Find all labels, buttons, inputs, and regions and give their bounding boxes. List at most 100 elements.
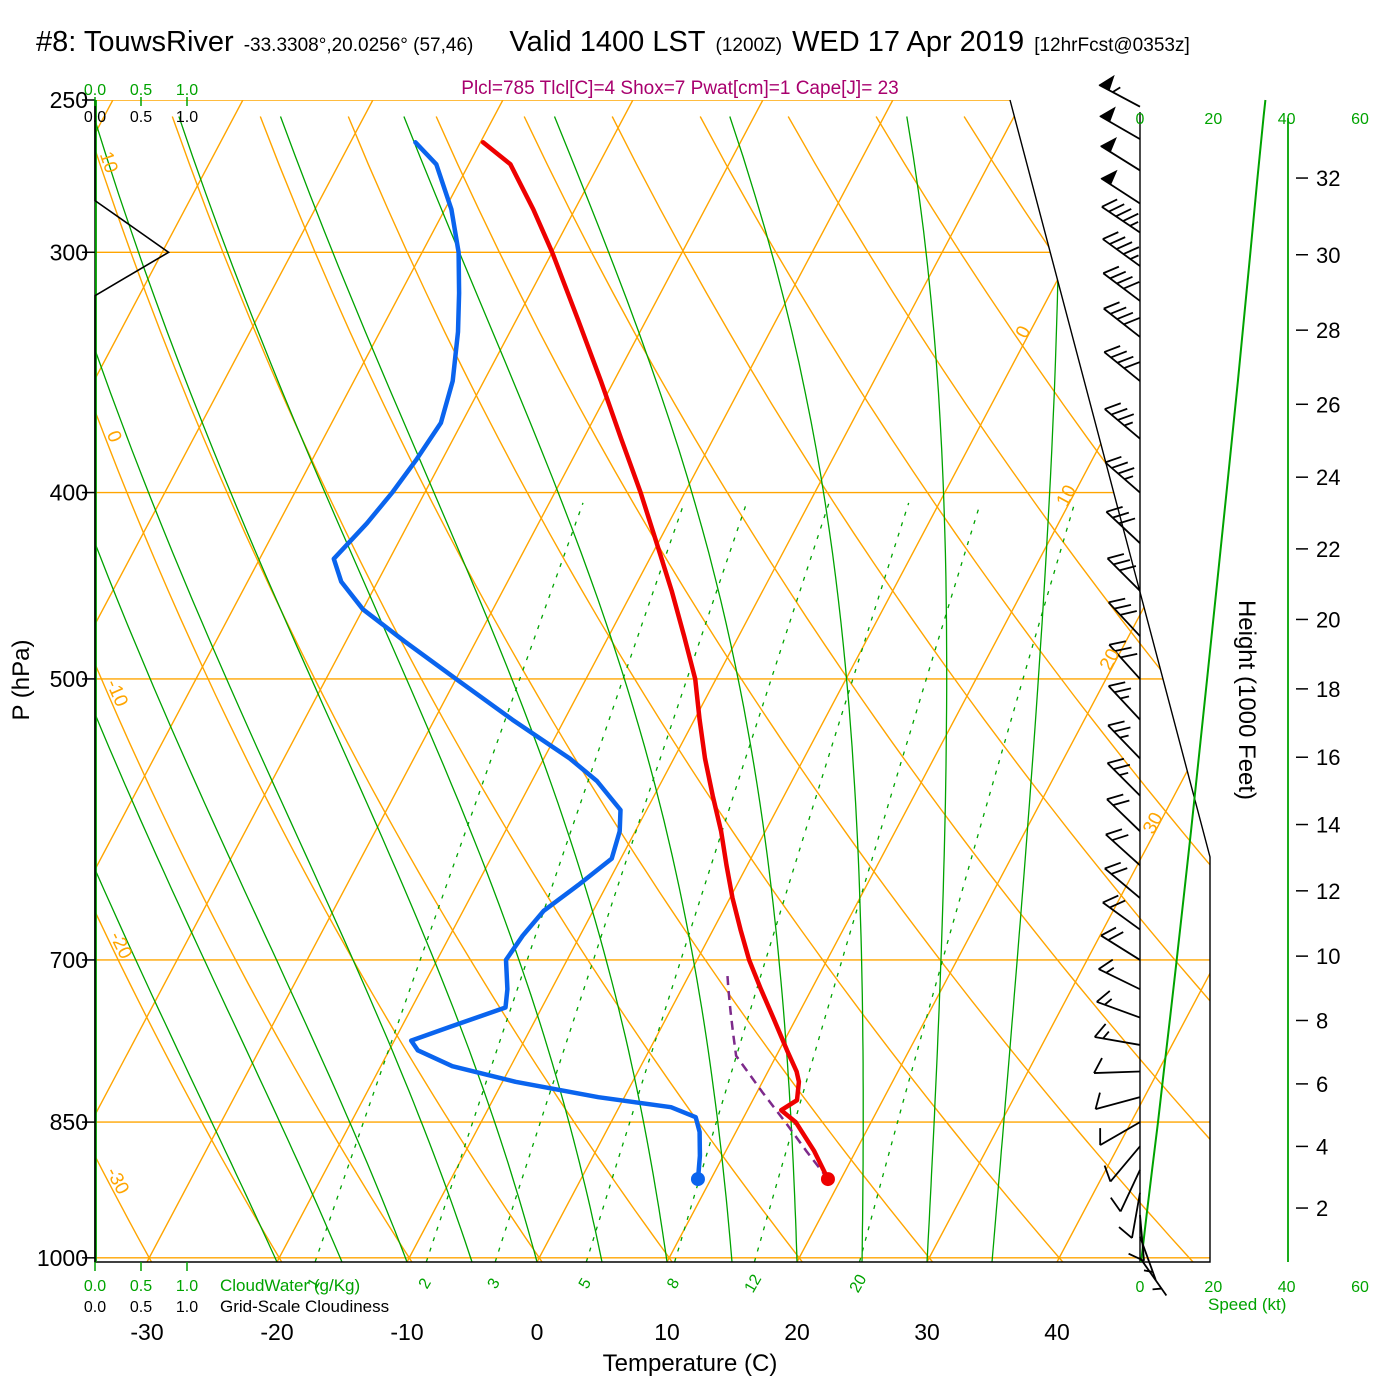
wind-barb-full [1109,270,1127,280]
pressure-tick-label: 850 [50,1109,88,1135]
valid-date: WED 17 Apr 2019 [792,26,1025,58]
speed-tick-label-top: 20 [1204,111,1222,128]
dry-adiabat-label: -30 [101,1164,132,1198]
wind-barb-full [1114,603,1132,610]
mixing-ratio-line [494,502,748,1262]
moist-adiabat-line [95,116,473,1262]
wind-barb-full [1106,505,1123,513]
wind-barb-half [1119,771,1129,777]
moist-adiabat-line [729,116,864,1262]
wind-barb-full [1120,610,1137,616]
surface-dewpoint-dot [690,1172,705,1187]
height-tick-label: 22 [1316,537,1340,562]
stability-indices: Plcl=785 Tlcl[C]=4 Shox=7 Pwat[cm]=1 Cap… [461,78,899,99]
wind-barb-staff [1104,461,1141,494]
wind-barb-full [1123,281,1140,290]
wind-barb-full [1110,306,1127,315]
mixing-ratio-label: 5 [576,1276,595,1292]
wind-barb-full [1110,407,1128,416]
wind-barb-staff [1103,351,1141,382]
wind-barb-half [1105,967,1115,974]
cloudiness-scale-label-bottom: 1.0 [176,1299,198,1316]
isotherm-line [406,100,1024,1262]
dry-adiabat-label: 0 [102,428,125,446]
speed-tick-label-bottom: 0 [1136,1279,1145,1296]
height-tick-label: 20 [1316,607,1340,632]
moist-adiabat-line [95,116,343,1262]
pressure-tick-label: 500 [50,666,88,692]
height-tick-label: 2 [1316,1196,1328,1221]
wind-barb-staff [1106,762,1141,797]
wind-barb-full [1108,203,1125,213]
station-title: #8: TouwsRiver [36,26,234,58]
wind-barb-staff [1131,1192,1141,1239]
wind-barb-staff [1093,1070,1141,1074]
wind-barb-half [1143,1269,1153,1273]
wind-barb-full [1107,720,1125,727]
wind-barb-full [1118,1226,1133,1239]
dry-adiabat-label: -10 [101,676,131,710]
wind-barb-full [1115,208,1132,218]
mixing-ratio-label: 2 [416,1276,435,1292]
cloudiness-scale-label-bottom: 0.0 [84,1299,106,1316]
mixing-ratio-line [858,502,1076,1262]
dry-adiabat-line [875,116,1210,1262]
wind-barb-full [1104,402,1122,410]
wind-barb-staff [1104,867,1141,899]
moist-adiabat-line [95,116,278,1262]
wind-barb-full [1119,565,1137,572]
isotherm-line [95,100,504,1262]
temperature-tick-label: 10 [654,1319,680,1345]
mixing-ratio-label: 3 [485,1276,504,1292]
wind-barb-flag [1099,106,1116,123]
parcel-trace [725,971,829,1180]
wind-barb-staff [1109,1145,1141,1183]
speed-tick-label-bottom: 20 [1204,1279,1222,1296]
pressure-axis-label: P (hPa) [8,639,35,721]
isotherm-line [95,100,374,1262]
station-coords: -33.3308°,20.0256° (57,46) [243,35,474,56]
forecast-tag: [12hrFcst@0353z] [1034,35,1190,56]
wind-barb-staff [1119,1169,1141,1212]
dry-adiabat-line [523,116,1210,1262]
wind-barb-full [1120,652,1138,659]
cloudwater-label: CloudWater (g/Kg) [220,1276,361,1295]
wind-barb-full [1114,687,1132,694]
moist-adiabat-line [95,116,538,1262]
mixing-ratio-line [425,502,685,1262]
pressure-tick-label: 400 [50,480,88,506]
dry-adiabat-line [347,116,1064,1262]
wind-barb-half [1129,254,1139,260]
wind-barb-full [1116,241,1133,250]
pressure-tick-label: 300 [50,239,88,265]
wind-barb-full [1108,681,1126,687]
dry-adiabat-line [699,116,1210,1262]
wind-barb-full [1122,212,1139,222]
wind-barb-flag [1098,74,1115,91]
wind-barb-staff [1103,307,1141,338]
height-tick-label: 16 [1316,745,1340,770]
wind-barb-full [1102,231,1119,240]
speed-label: Speed (kt) [1208,1295,1287,1314]
mixing-ratio-line [314,502,584,1262]
wind-barb-half [1152,1287,1162,1291]
wind-barb-half [1119,734,1129,739]
pressure-tick-label: 1000 [37,1245,88,1271]
speed-tick-label-top: 60 [1351,111,1369,128]
wind-barb-half [1129,221,1139,227]
wind-barb-full [1098,958,1114,970]
isotherm-label: 0 [1012,323,1036,342]
cloudwater-scale-label-bottom: 0.5 [130,1278,152,1295]
wind-barb-staff [1096,1000,1141,1019]
cloudwater-scale-label-bottom: 0.0 [84,1278,106,1295]
temperature-tick-label: 40 [1044,1319,1070,1345]
wind-barb-full [1116,276,1133,285]
wind-barb-full [1100,926,1117,937]
cloudiness-scale-label-bottom: 0.5 [130,1299,152,1316]
wind-barb-full [1116,311,1134,320]
temperature-tick-label: -30 [130,1319,163,1345]
wind-barb-staff [1106,798,1141,832]
wind-barb-staff [1139,1214,1145,1261]
wind-barb-staff [1099,1121,1141,1146]
wind-barb-full [1123,361,1141,369]
